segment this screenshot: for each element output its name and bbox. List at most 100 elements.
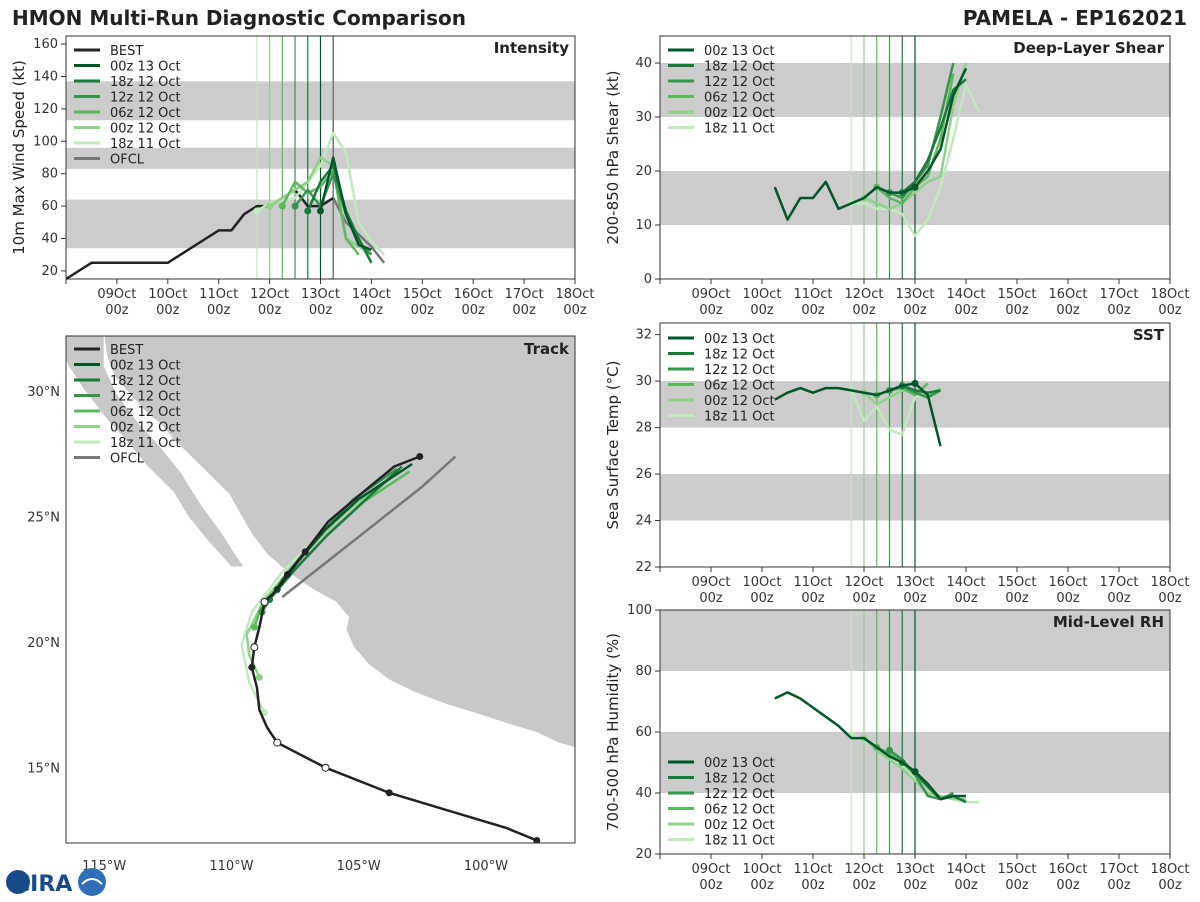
x-tick-label: 15Oct — [403, 287, 442, 302]
x-tick-sublabel: 00z — [309, 303, 333, 318]
x-tick-label: 15Oct — [997, 575, 1036, 590]
x-tick-label: 11Oct — [199, 287, 238, 302]
legend-label: 06z 12 Oct — [704, 379, 775, 394]
x-tick-sublabel: 00z — [954, 303, 978, 318]
legend-label: 18z 12 Oct — [110, 75, 181, 90]
ofcl-track-line — [281, 455, 457, 598]
lon-tick-label: 100°W — [464, 859, 508, 874]
best-track-marker — [385, 789, 393, 797]
y-tick-label: 100 — [627, 603, 652, 618]
y-tick-label: 80 — [41, 167, 58, 182]
x-tick-sublabel: 00z — [801, 591, 825, 606]
x-tick-sublabel: 00z — [105, 303, 129, 318]
y-tick-label: 140 — [33, 70, 58, 85]
x-tick-sublabel: 00z — [1158, 303, 1182, 318]
series-line — [863, 62, 968, 211]
y-tick-label: 80 — [635, 664, 652, 679]
series-marker — [886, 746, 893, 754]
x-tick-label: 09Oct — [691, 287, 730, 302]
y-tick-label: 20 — [41, 264, 58, 279]
x-tick-sublabel: 00z — [954, 878, 978, 893]
x-tick-label: 18Oct — [555, 287, 594, 302]
x-tick-label: 10Oct — [742, 862, 781, 877]
x-tick-label: 17Oct — [1099, 287, 1138, 302]
best-track-line — [65, 188, 334, 281]
y-tick-label: 120 — [33, 102, 58, 117]
x-tick-sublabel: 00z — [750, 878, 774, 893]
legend-label: 18z 12 Oct — [704, 772, 775, 787]
panel-shear: 01020304009Oct00z10Oct00z11Oct00z12Oct00… — [604, 35, 1190, 318]
legend-label: 00z 12 Oct — [110, 122, 181, 137]
logo-globe-icon — [6, 870, 30, 894]
y-tick-label: 24 — [635, 514, 652, 529]
x-tick-label: 13Oct — [895, 575, 934, 590]
logo-wave-icon — [81, 878, 103, 885]
track-series-line — [268, 465, 403, 601]
legend-label: 18z 12 Oct — [110, 374, 181, 389]
x-tick-sublabel: 00z — [954, 591, 978, 606]
series-line — [773, 67, 968, 221]
track-series-marker — [261, 708, 269, 716]
x-tick-sublabel: 00z — [1158, 878, 1182, 893]
map-content — [66, 336, 575, 843]
x-tick-label: 10Oct — [742, 575, 781, 590]
best-track-marker — [416, 452, 424, 460]
y-tick-label: 40 — [635, 56, 652, 71]
map-frame — [65, 335, 576, 844]
x-tick-sublabel: 00z — [852, 303, 876, 318]
legend-label: BEST — [110, 343, 143, 358]
cira-logo: CIRA — [4, 866, 106, 898]
x-tick-label: 14Oct — [946, 287, 985, 302]
series-line — [319, 156, 372, 251]
x-tick-label: 18Oct — [1150, 575, 1189, 590]
x-tick-sublabel: 00z — [1107, 878, 1131, 893]
best-track-marker — [533, 836, 541, 843]
legend-label: 00z 13 Oct — [704, 756, 775, 771]
x-tick-label: 13Oct — [301, 287, 340, 302]
x-tick-label: 18Oct — [1150, 287, 1189, 302]
lat-tick-label: 15°N — [27, 762, 60, 777]
x-tick-label: 17Oct — [1099, 862, 1138, 877]
panel-title: Deep-Layer Shear — [1013, 39, 1164, 57]
series-marker — [253, 207, 261, 215]
x-tick-sublabel: 00z — [1107, 591, 1131, 606]
legend-label: 18z 11 Oct — [704, 122, 775, 137]
x-tick-sublabel: 00z — [1005, 591, 1029, 606]
panel-title: Track — [524, 340, 570, 358]
x-tick-label: 13Oct — [895, 862, 934, 877]
y-axis-label: Sea Surface Temp (°C) — [604, 360, 622, 529]
x-tick-sublabel: 00z — [512, 303, 536, 318]
legend-label: 18z 11 Oct — [110, 436, 181, 451]
legend-label: 12z 12 Oct — [704, 787, 775, 802]
x-tick-sublabel: 00z — [563, 303, 587, 318]
x-tick-label: 14Oct — [352, 287, 391, 302]
series-marker — [266, 202, 274, 210]
y-tick-label: 20 — [635, 164, 652, 179]
x-tick-label: 12Oct — [844, 575, 883, 590]
series-marker — [278, 202, 286, 210]
series-marker — [317, 207, 324, 215]
legend-label: 12z 12 Oct — [110, 91, 181, 106]
x-tick-sublabel: 00z — [1005, 303, 1029, 318]
storm-title: PAMELA - EP162021 — [963, 6, 1187, 30]
series-marker — [911, 183, 919, 191]
x-tick-label: 16Oct — [1048, 287, 1087, 302]
legend-label: 06z 12 Oct — [704, 803, 775, 818]
y-tick-label: 22 — [635, 560, 652, 575]
panel-track: 115°W 110°W 105°W 100°W15°N20°N25°N30°NTrac… — [27, 335, 576, 874]
legend-label: 00z 13 Oct — [704, 44, 775, 59]
y-tick-label: 10 — [635, 218, 652, 233]
legend-label: 00z 12 Oct — [110, 421, 181, 436]
legend-label: 12z 12 Oct — [704, 363, 775, 378]
x-tick-sublabel: 00z — [1158, 591, 1182, 606]
y-axis-label: 700-500 hPa Humidity (%) — [604, 633, 622, 831]
panel-rh: 2040608010009Oct00z10Oct00z11Oct00z12Oct… — [604, 603, 1190, 893]
y-tick-label: 60 — [635, 725, 652, 740]
legend-label: OFCL — [110, 452, 145, 467]
legend-label: 06z 12 Oct — [110, 405, 181, 420]
land-baja-california — [66, 336, 246, 568]
panel-title: Intensity — [494, 39, 570, 57]
x-tick-sublabel: 00z — [462, 303, 486, 318]
y-tick-label: 20 — [635, 847, 652, 862]
x-tick-sublabel: 00z — [903, 591, 927, 606]
